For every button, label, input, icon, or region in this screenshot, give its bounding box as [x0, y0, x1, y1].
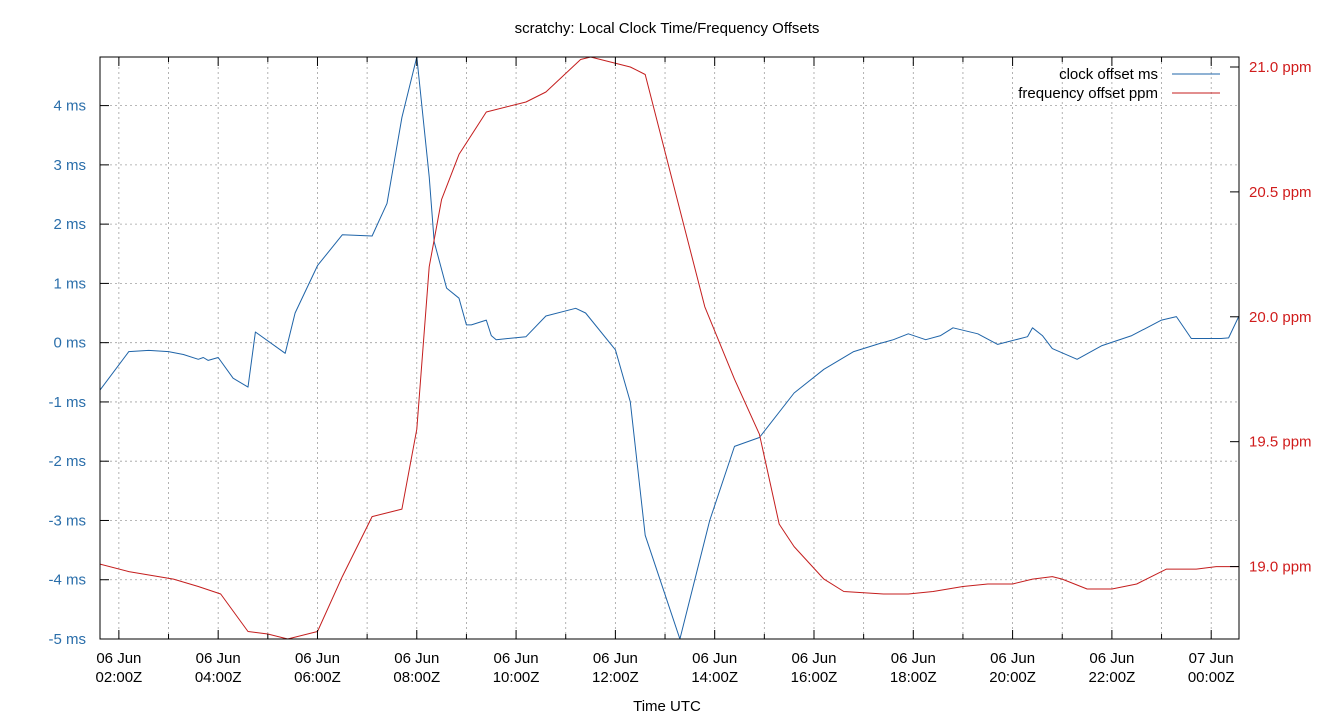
x-axis-label: Time UTC: [633, 698, 701, 715]
x-tick-label-time: 02:00Z: [96, 669, 143, 686]
x-tick-label-date: 06 Jun: [593, 650, 638, 667]
x-tick-label-date: 07 Jun: [1189, 650, 1234, 667]
series-line-frequency-offset: [100, 57, 1239, 639]
x-tick-label-date: 06 Jun: [96, 650, 141, 667]
y-right-tick-label: 19.0 ppm: [1249, 559, 1312, 576]
axes: 06 Jun 02:00Z 06 Jun 04:00Z 06 Jun 06:00Z 06 J…: [49, 57, 1312, 686]
x-tick-label-date: 06 Jun: [295, 650, 340, 667]
y-right-tick-label: 19.5 ppm: [1249, 434, 1312, 451]
x-tick-label-date: 06 Jun: [394, 650, 439, 667]
x-tick-label-time: 14:00Z: [691, 669, 738, 686]
plot-frame: [99, 56, 1240, 640]
x-tick-label-date: 06 Jun: [990, 650, 1035, 667]
series-layer: [100, 57, 1239, 639]
y-left-tick-label: 2 ms: [53, 216, 86, 233]
x-tick-label-time: 16:00Z: [791, 669, 838, 686]
y-left-tick-label: 1 ms: [53, 275, 86, 292]
x-tick-label-time: 22:00Z: [1089, 669, 1136, 686]
x-tick-label-date: 06 Jun: [891, 650, 936, 667]
x-tick-label-time: 12:00Z: [592, 669, 639, 686]
y-left-tick-label: -2 ms: [49, 453, 87, 470]
legend-label-frequency-offset: frequency offset ppm: [1018, 85, 1158, 102]
y-right-tick-label: 20.0 ppm: [1249, 309, 1312, 326]
y-right-tick-label: 20.5 ppm: [1249, 184, 1312, 201]
x-tick-label-time: 08:00Z: [393, 669, 440, 686]
x-tick-label-time: 04:00Z: [195, 669, 242, 686]
y-left-tick-label: 0 ms: [53, 335, 86, 352]
legend-label-clock-offset: clock offset ms: [1059, 66, 1158, 83]
legend: clock offset ms frequency offset ppm: [1018, 66, 1220, 102]
x-tick-label-date: 06 Jun: [692, 650, 737, 667]
y-left-tick-label: -3 ms: [49, 512, 87, 529]
series-line-clock-offset: [100, 57, 1239, 639]
y-left-tick-label: -1 ms: [49, 394, 87, 411]
x-tick-label-date: 06 Jun: [1089, 650, 1134, 667]
y-left-tick-label: 4 ms: [53, 98, 86, 115]
chart-title: scratchy: Local Clock Time/Frequency Off…: [515, 20, 820, 37]
x-tick-label-time: 18:00Z: [890, 669, 937, 686]
x-tick-label-time: 10:00Z: [493, 669, 540, 686]
x-tick-label-date: 06 Jun: [196, 650, 241, 667]
x-tick-label-time: 06:00Z: [294, 669, 341, 686]
x-tick-label-time: 20:00Z: [989, 669, 1036, 686]
x-tick-label-date: 06 Jun: [494, 650, 539, 667]
y-left-tick-label: 3 ms: [53, 157, 86, 174]
x-tick-label-date: 06 Jun: [791, 650, 836, 667]
y-left-tick-label: -5 ms: [49, 631, 87, 648]
grid: [100, 57, 1239, 640]
y-right-tick-label: 21.0 ppm: [1249, 59, 1312, 76]
y-left-tick-label: -4 ms: [49, 572, 87, 589]
x-tick-label-time: 00:00Z: [1188, 669, 1235, 686]
